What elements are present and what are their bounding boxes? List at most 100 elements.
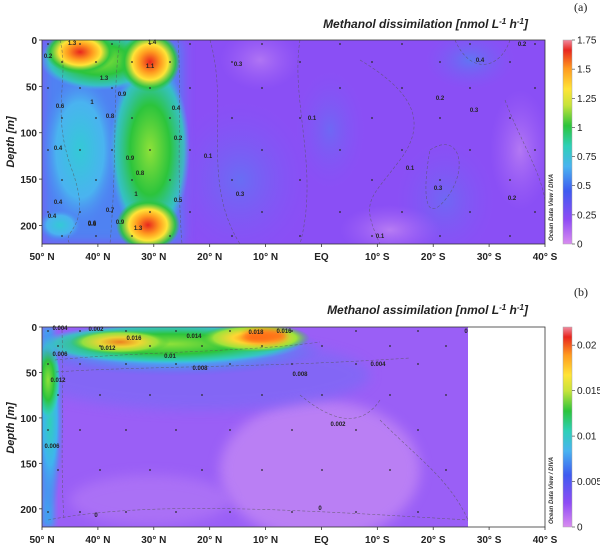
sample-point	[509, 235, 511, 237]
panel-b-credit: Ocean Data View / DIVA	[549, 457, 555, 524]
sample-point	[47, 211, 49, 213]
contour-label: 1.1	[146, 64, 155, 70]
y-tick-label: 50	[26, 368, 38, 379]
x-tick-label: 40° S	[533, 252, 558, 263]
panel-b-contours	[47, 329, 468, 521]
sample-point	[149, 211, 151, 213]
panel-a-field	[42, 40, 545, 244]
sample-point	[189, 43, 191, 45]
contour-label: 0.2	[436, 96, 445, 102]
sample-point	[321, 469, 323, 471]
sample-point	[61, 179, 63, 181]
sample-point	[125, 429, 127, 431]
colorbar-tick-label: 0	[577, 523, 583, 534]
sample-point	[111, 149, 113, 151]
sample-point	[534, 87, 536, 89]
sample-point	[231, 235, 233, 237]
sample-point	[99, 469, 101, 471]
sample-point	[175, 363, 177, 365]
sample-point	[47, 149, 49, 151]
panel-a-sample-points	[47, 43, 536, 237]
sample-point	[417, 511, 419, 513]
contour-label: 0.4	[172, 106, 181, 112]
sample-point	[229, 363, 231, 365]
sample-point	[149, 149, 151, 151]
y-tick-label: 200	[20, 221, 37, 232]
sample-point	[47, 511, 49, 513]
colorbar-tick-label: 0.5	[577, 181, 591, 192]
y-tick-label: 200	[20, 505, 37, 516]
colorbar-tick-label: 0.005	[577, 477, 600, 488]
sample-point	[469, 87, 471, 89]
sample-point	[291, 363, 293, 365]
sample-point	[125, 363, 127, 365]
contour-label: 0.016	[126, 336, 142, 342]
sample-point	[389, 469, 391, 471]
sample-point	[149, 394, 151, 396]
contour-label: 0.002	[88, 327, 104, 333]
sample-point	[149, 87, 151, 89]
contour-label: 0.1	[308, 116, 317, 122]
sample-point	[99, 345, 101, 347]
sample-point	[291, 511, 293, 513]
sample-point	[371, 117, 373, 119]
sample-point	[321, 394, 323, 396]
contour-label: 0.8	[106, 114, 115, 120]
panel-a: (a) Methanol dissimilation [nmol L-1 h-1…	[5, 0, 597, 263]
sample-point	[469, 149, 471, 151]
panel-a-credit: Ocean Data View / DIVA	[549, 174, 555, 241]
panel-a-colorbar: 1.75 1.5 1.25 1 0.75 0.5 0.25 0	[562, 36, 597, 251]
x-tick-label: 40° N	[85, 252, 110, 263]
sample-point	[131, 235, 133, 237]
contour-label: 0.016	[276, 329, 292, 335]
sample-point	[445, 345, 447, 347]
panel-b-sample-points	[47, 330, 447, 513]
sample-point	[439, 179, 441, 181]
x-tick-label: 20° S	[421, 535, 446, 546]
sample-point	[111, 211, 113, 213]
sample-point	[201, 469, 203, 471]
sample-point	[401, 87, 403, 89]
contour-label: 0	[318, 506, 322, 512]
sample-point	[534, 43, 536, 45]
colorbar-tick-label: 0.02	[577, 341, 597, 352]
contour-label: 0.006	[52, 352, 68, 358]
sample-point	[57, 394, 59, 396]
y-tick-label: 100	[20, 129, 37, 140]
sample-point	[261, 394, 263, 396]
sample-point	[445, 394, 447, 396]
contour-label: 0.018	[248, 330, 264, 336]
contour-label: 0.006	[44, 444, 60, 450]
sample-point	[355, 330, 357, 332]
sample-point	[95, 179, 97, 181]
sample-point	[401, 211, 403, 213]
sample-point	[79, 87, 81, 89]
x-tick-label: EQ	[314, 535, 329, 546]
sample-point	[439, 117, 441, 119]
colorbar-tick-label: 1.25	[577, 94, 597, 105]
x-tick-label: 30° N	[141, 252, 166, 263]
panel-b-x-ticks: 50° N 40° N 30° N 20° N 10° N EQ 10° S 20° S 30°…	[29, 527, 558, 546]
sample-point	[79, 43, 81, 45]
contour-label: 0.004	[52, 326, 68, 332]
sample-point	[355, 511, 357, 513]
colorbar-tick-label: 0.015	[577, 386, 600, 397]
sample-point	[339, 149, 341, 151]
contour-label: 0.012	[50, 378, 66, 384]
contour-label: 0.1	[406, 166, 415, 172]
sample-point	[47, 330, 49, 332]
sample-point	[57, 345, 59, 347]
contour-label: 0.012	[100, 346, 116, 352]
colorbar-tick-label: 1.75	[577, 36, 597, 47]
sample-point	[231, 117, 233, 119]
panel-a-ylabel: Depth [m]	[5, 116, 17, 168]
sample-point	[229, 511, 231, 513]
sample-point	[231, 179, 233, 181]
contour-label: 0.9	[116, 220, 125, 226]
x-tick-label: 20° N	[197, 252, 222, 263]
sample-point	[169, 179, 171, 181]
sample-point	[339, 87, 341, 89]
sample-point	[371, 61, 373, 63]
sample-point	[401, 149, 403, 151]
